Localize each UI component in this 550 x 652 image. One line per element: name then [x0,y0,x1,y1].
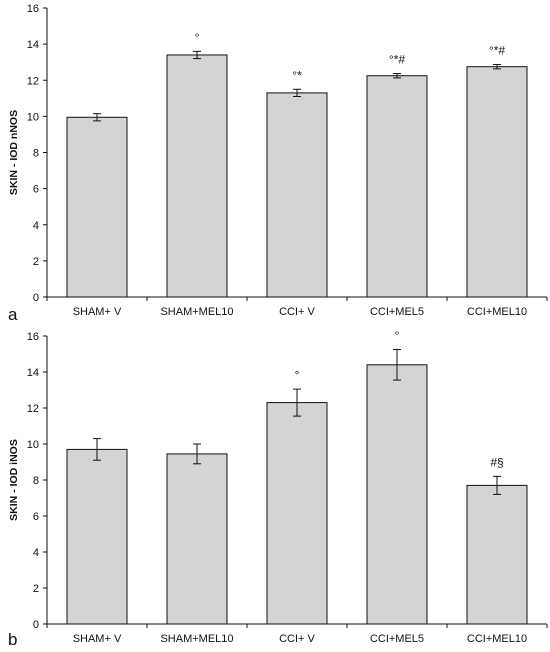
bar [66,448,128,625]
y-tick-label: 8 [33,148,39,160]
x-tick-label: SHAM+ V [73,306,122,318]
y-tick-label: 6 [33,511,39,523]
y-tick-label: 4 [33,220,39,232]
significance-annotation: ° [195,30,200,44]
bar [366,364,428,625]
x-tick-label: CCI+MEL5 [370,633,424,645]
chart-panel-a: 0 2 4 6 8 10 12 14 16 SKIN - IOD nNOS SHAM+ V SHAM+… [8,3,548,324]
significance-annotation: °*# [489,44,505,58]
x-tick-label: CCI+MEL10 [467,306,527,318]
bar [466,484,528,625]
chart-panel-b: 0 2 4 6 8 10 12 14 16 SKIN - IOD iNOS SHAM+ V SHAM+… [8,329,548,649]
y-tick-label: 8 [33,475,39,487]
bar [266,92,328,298]
x-tick-label: CCI+ V [279,306,315,318]
bar [266,402,328,625]
significance-annotation: #§ [490,455,503,469]
x-tick-label: CCI+MEL5 [370,306,424,318]
x-tick-label: CCI+ V [279,633,315,645]
significance-annotation: ° [395,329,400,343]
y-axis-label: SKIN - IOD nNOS [8,110,20,195]
bar [166,54,228,298]
significance-annotation: °*# [389,53,405,67]
y-tick-label: 2 [33,583,39,595]
y-tick-label: 14 [27,367,39,379]
y-tick-label: 0 [33,619,39,631]
significance-annotation: °* [292,68,302,82]
x-tick-label: CCI+MEL10 [467,633,527,645]
bar [166,453,228,625]
x-tick-label: SHAM+ V [73,633,122,645]
significance-annotation: ° [295,368,300,382]
y-tick-label: 2 [33,256,39,268]
y-tick-label: 4 [33,547,39,559]
y-axis-label: SKIN - IOD iNOS [8,439,20,521]
y-tick-label: 12 [27,75,39,87]
y-tick-label: 14 [27,39,39,51]
y-tick-label: 10 [27,111,39,123]
y-tick-label: 10 [27,439,39,451]
y-tick-label: 16 [27,3,39,15]
y-tick-label: 16 [27,331,39,343]
bar [66,116,128,298]
y-tick-label: 0 [33,292,39,304]
x-tick-label: SHAM+MEL10 [160,633,233,645]
y-tick-label: 6 [33,184,39,196]
bar [366,75,428,298]
bar [466,66,528,298]
x-tick-label: SHAM+MEL10 [160,306,233,318]
panel-label: a [8,305,18,324]
y-tick-label: 12 [27,403,39,415]
panel-label: b [8,630,17,649]
